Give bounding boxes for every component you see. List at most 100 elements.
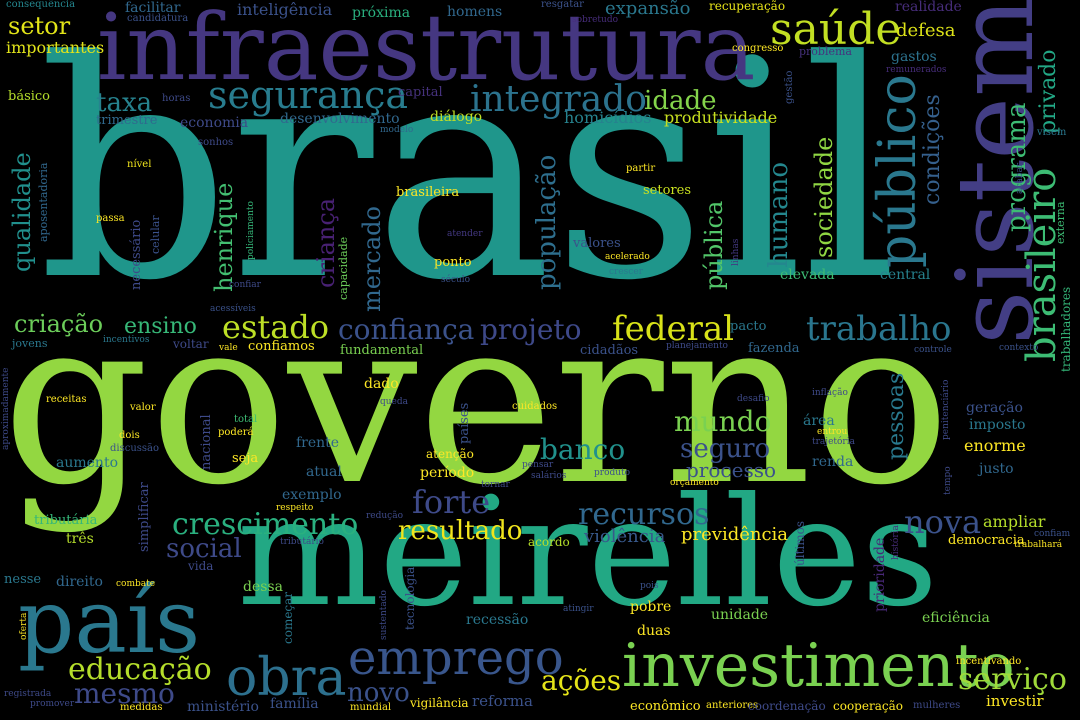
word-democracia: democracia — [948, 533, 1025, 548]
word-gestao: gestão — [784, 70, 795, 104]
word-sustentado: sustentado — [379, 590, 389, 640]
word-importantes: importantes — [6, 38, 105, 57]
word-cooperacao: cooperação — [833, 699, 903, 713]
word-investimento: investimento — [622, 631, 1015, 701]
word-modelo: modelo — [380, 125, 414, 135]
word-inteligencia: inteligência — [237, 0, 333, 19]
word-mulheres: mulheres — [913, 700, 961, 711]
word-processo: processo — [686, 458, 777, 482]
word-confiar: confiar — [229, 280, 261, 290]
word-reforma: reforma — [472, 692, 533, 710]
word-acordo: acordo — [528, 535, 570, 549]
word-trimestre: trimestre — [96, 113, 158, 128]
word-voltar: voltar — [173, 337, 209, 351]
word-seguro: seguro — [680, 434, 771, 464]
word-resultado: resultado — [398, 516, 523, 546]
word-visem: visem — [1037, 127, 1067, 138]
word-direito: direito — [56, 574, 103, 590]
word-ultimos: últimos — [793, 521, 807, 566]
word-reducao: redução — [366, 511, 404, 521]
word-novo: novo — [347, 678, 410, 708]
word-henrique: henrique — [210, 182, 238, 292]
word-mesmo: mesmo — [74, 677, 175, 710]
word-imposto: imposto — [969, 417, 1026, 433]
word-penitenciario: penitenciário — [941, 379, 951, 440]
word-valores: valores — [573, 236, 621, 251]
word-facilitar: facilitar — [125, 0, 181, 16]
word-atender: atender — [447, 229, 483, 239]
word-tornar: tornar — [481, 480, 510, 490]
word-remunerados: remunerados — [886, 65, 947, 75]
word-investir: investir — [986, 692, 1044, 710]
word-problema: problema — [799, 45, 852, 58]
word-promover: promover — [30, 699, 75, 709]
word-aproximadamente: aproximadamente — [1, 367, 11, 450]
word-discussao: discussão — [110, 443, 160, 454]
word-contexto: contexto — [999, 343, 1039, 353]
word-setores: setores — [643, 183, 691, 198]
word-pacto: pacto — [730, 319, 767, 334]
word-tributaria: tributária — [34, 513, 98, 528]
word-seja: seja — [232, 451, 259, 466]
word-projeto: projeto — [480, 313, 582, 346]
word-trajetoria: trajetória — [812, 437, 855, 447]
word-nesse: nesse — [4, 572, 42, 587]
word-infraestrutura: infraestrutura — [97, 0, 756, 101]
word-sonhos: sonhos — [198, 137, 234, 148]
word-vida: vida — [188, 559, 214, 573]
word-paises: países — [457, 402, 472, 444]
word-seculo: século — [441, 275, 471, 285]
word-necessario: necessário — [129, 219, 144, 290]
word-periodo: período — [420, 465, 475, 481]
word-violencia: violência — [584, 526, 666, 547]
word-capital: capital — [398, 85, 443, 100]
word-meirelles: meirelles — [237, 466, 939, 640]
word-ensino: ensino — [124, 314, 197, 339]
word-dessa: dessa — [243, 579, 283, 595]
word-partir: partir — [626, 163, 656, 174]
word-publica: pública — [700, 200, 728, 290]
word-qualidade: qualidade — [8, 152, 36, 272]
word-integrado: integrado — [470, 79, 647, 120]
word-produtividade: produtividade — [664, 108, 778, 127]
word-expansao: expansão — [605, 0, 691, 19]
word-condicoes: condições — [920, 94, 945, 205]
word-nivel: nível — [127, 159, 152, 170]
word-governo: governo — [2, 269, 951, 536]
word-pois: pois — [640, 581, 659, 591]
word-oferta: oferta — [19, 612, 29, 640]
word-frente: frente — [296, 435, 340, 451]
word-atencao: atenção — [426, 447, 474, 461]
word-tecnologia: tecnologia — [403, 566, 417, 630]
word-forte: forte — [412, 483, 491, 521]
word-horas: horas — [162, 93, 191, 104]
word-aumento: aumento — [56, 455, 118, 471]
word-economico: econômico — [630, 699, 701, 714]
word-taxa: taxa — [96, 88, 153, 118]
word-estado: estado — [222, 308, 330, 346]
word-banco: banco — [540, 433, 626, 466]
word-queda: queda — [380, 397, 409, 407]
word-proxima: próxima — [352, 5, 411, 21]
word-incentivos: incentivos — [103, 335, 150, 345]
word-acessiveis: acessíveis — [210, 304, 256, 314]
word-policiamento: policiamento — [246, 201, 256, 260]
word-simplificar: simplificar — [137, 482, 152, 552]
word-candidatura: candidatura — [127, 13, 189, 24]
word-mercado: mercado — [358, 206, 386, 312]
word-cuidados: cuidados — [512, 401, 558, 412]
word-confiamos: confiamos — [248, 339, 315, 354]
word-recuperacao: recuperação — [709, 0, 786, 13]
word-basico: básico — [8, 89, 51, 104]
word-renda: renda — [812, 454, 854, 470]
word-trabalho: trabalho — [806, 309, 952, 349]
word-tributario: tributário — [280, 537, 324, 547]
word-seguranca: segurança — [208, 73, 409, 117]
word-trabalhara: trabalhará — [1014, 540, 1063, 550]
word-desafio: desafio — [737, 394, 770, 404]
word-crescimento: crescimento — [172, 507, 359, 542]
word-humano: humano — [764, 161, 794, 268]
word-area: área — [803, 413, 835, 429]
word-economia: economia — [180, 115, 249, 131]
word-anteriores: anteriores — [706, 700, 759, 711]
